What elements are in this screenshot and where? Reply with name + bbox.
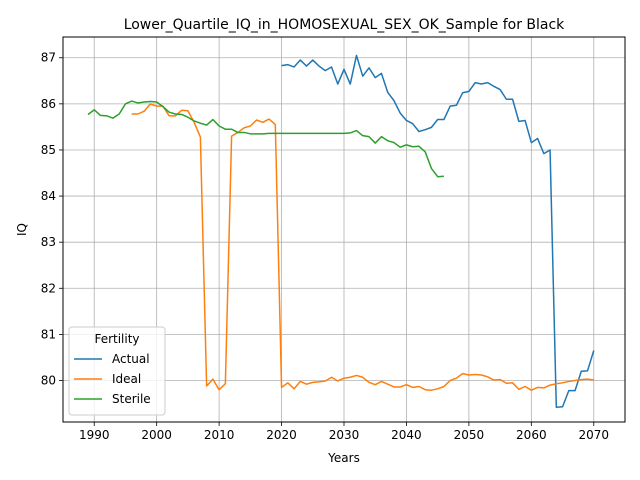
x-tick-label: 2070 <box>579 428 610 442</box>
y-tick-label: 81 <box>41 327 56 341</box>
chart-title: Lower_Quartile_IQ_in_HOMOSEXUAL_SEX_OK_S… <box>124 17 565 33</box>
legend-label-actual: Actual <box>112 352 150 366</box>
legend-frame <box>68 326 166 416</box>
x-tick-label: 1990 <box>79 428 110 442</box>
series-line-sterile <box>87 100 444 178</box>
y-axis-label: IQ <box>15 223 29 236</box>
x-tick-label: 2020 <box>266 428 297 442</box>
series-layer <box>87 54 595 408</box>
legend-items: Actual Ideal Sterile <box>74 352 151 406</box>
x-tick-label: 2030 <box>329 428 360 442</box>
y-tick-label: 85 <box>41 143 56 157</box>
y-tick-label: 87 <box>41 51 56 65</box>
x-tick-label: 2040 <box>391 428 422 442</box>
series-line-actual <box>281 54 595 408</box>
x-tick-label: 2050 <box>454 428 485 442</box>
x-tick-label: 2000 <box>141 428 172 442</box>
gridlines <box>63 37 625 422</box>
x-axis-label: Years <box>327 451 360 465</box>
y-tick-label: 83 <box>41 235 56 249</box>
series-line-ideal <box>131 103 594 391</box>
legend-label-sterile: Sterile <box>112 392 151 406</box>
x-tick-label: 2060 <box>516 428 547 442</box>
axis-ticks: 1990 2000 2010 2020 2030 2040 2050 2060 2070 80 81… <box>41 51 609 442</box>
legend-label-ideal: Ideal <box>112 372 141 386</box>
y-tick-label: 82 <box>41 281 56 295</box>
legend-title: Fertility <box>94 332 139 346</box>
y-tick-label: 80 <box>41 374 56 388</box>
y-tick-label: 86 <box>41 97 56 111</box>
y-tick-label: 84 <box>41 189 56 203</box>
x-tick-label: 2010 <box>204 428 235 442</box>
legend: Fertility Actual Ideal Sterile <box>68 326 166 416</box>
